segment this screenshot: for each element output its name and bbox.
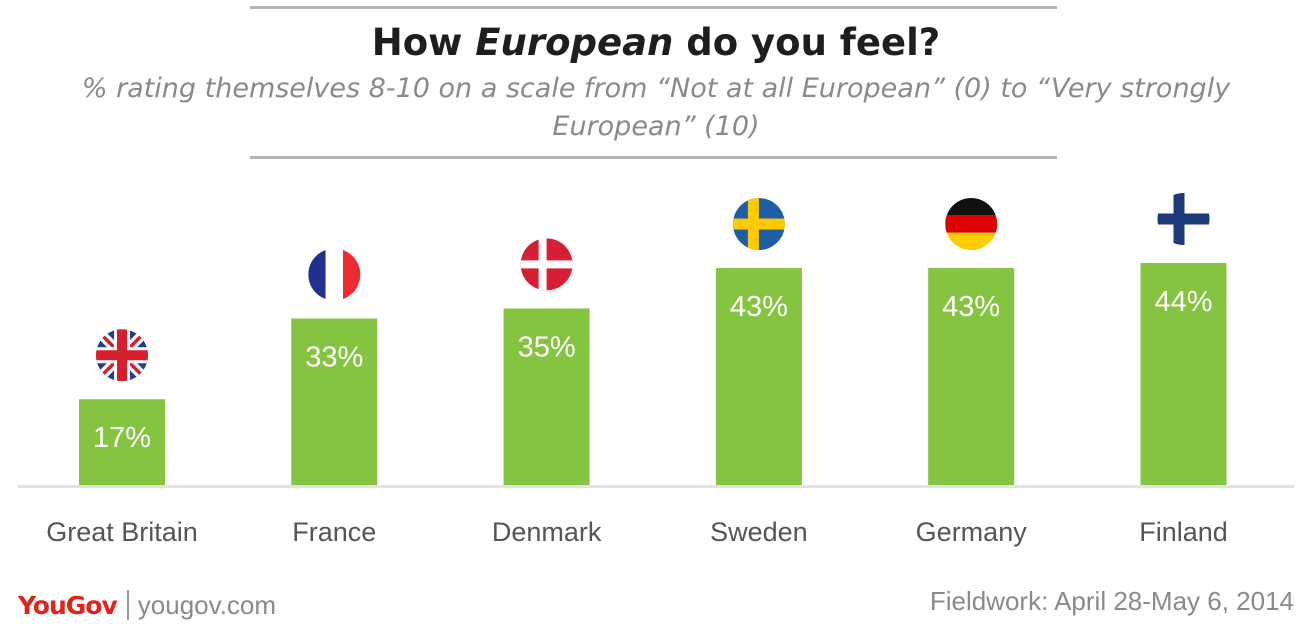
x-axis-line [18,485,1294,488]
bar-finland [1140,263,1227,485]
site-link[interactable]: yougov.com [137,589,277,620]
bar-denmark [503,308,590,485]
bar-value-label: 44% [1154,286,1212,318]
bottom-rule [250,156,1057,159]
top-rule [250,6,1057,9]
category-label: Great Britain [46,517,198,547]
bar-value-label: 17% [93,422,151,454]
germany-flag-icon [945,198,998,251]
denmark-flag-icon [520,238,573,291]
uk-flag-icon [96,329,148,382]
bar-germany [928,268,1015,485]
logo-divider [126,590,129,620]
bar-value-label: 35% [518,331,576,363]
category-label: Finland [1139,517,1228,547]
chart-subtitle: % rating themselves 8-10 on a scale from… [81,73,1231,142]
chart-title: How European do you feel? [371,21,941,64]
category-label: Germany [916,517,1028,547]
bar-sweden [715,268,802,485]
bar-value-label: 43% [730,291,788,323]
yougov-logo[interactable]: YouGov [18,590,118,620]
bar-value-label: 43% [942,291,1000,323]
finland-flag-icon [1157,193,1210,245]
footer-branding: YouGov yougov.com [18,585,276,625]
category-label: France [292,517,376,547]
sweden-flag-icon [732,198,785,251]
bar-value-label: 33% [305,342,363,374]
fieldwork-note: Fieldwork: April 28-May 6, 2014 [929,586,1294,616]
bar-great-britain [79,399,165,485]
bar-france [291,318,378,485]
category-label: Denmark [492,517,602,547]
category-label: Sweden [710,517,808,547]
france-flag-icon [308,248,361,301]
